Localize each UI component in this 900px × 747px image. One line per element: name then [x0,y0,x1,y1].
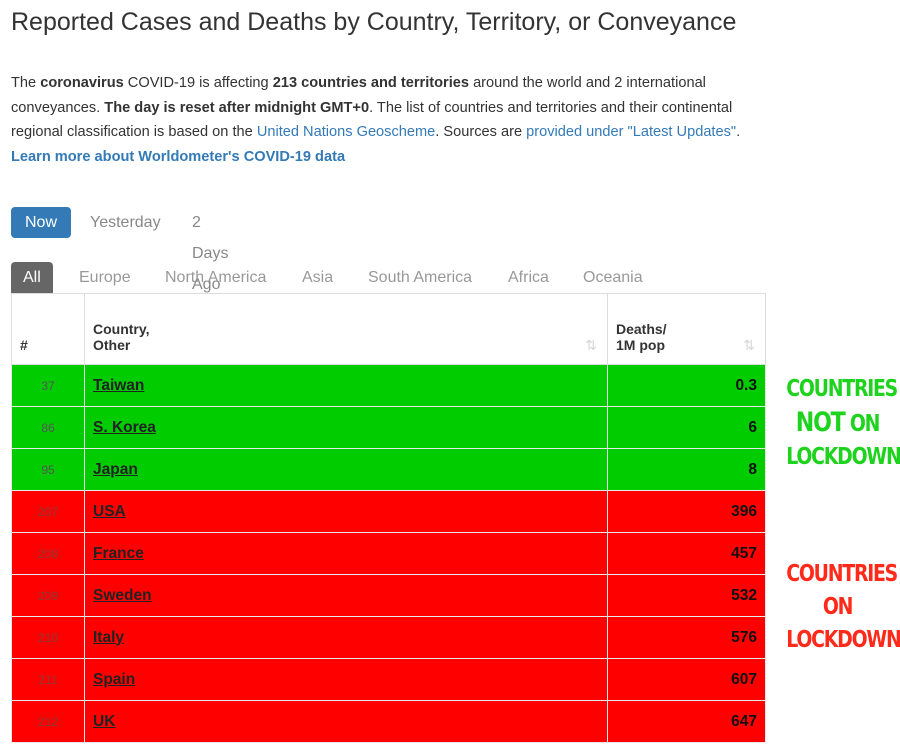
page-title: Reported Cases and Deaths by Country, Te… [11,8,737,36]
rank-cell: 211 [11,658,85,701]
table-row: 37 Taiwan 0.3 [11,364,766,407]
table-row: 211 Spain 607 [11,658,766,701]
country-link[interactable]: USA [93,502,126,520]
intro-bold-2: 213 countries and territories [272,75,470,91]
country-cell: Italy [84,616,608,659]
rank-cell: 209 [11,574,85,617]
col-header-deaths-per-million[interactable]: Deaths/ 1M pop ⇅ [607,293,766,365]
geoscheme-link[interactable]: United Nations Geoscheme [256,124,436,140]
country-link[interactable]: Spain [93,670,136,688]
rank-cell: 86 [11,406,85,449]
country-link[interactable]: Sweden [93,586,152,604]
deaths-per-million-cell: 6 [607,406,766,449]
intro-text-3: around the world and 2 international con… [11,75,706,116]
country-cell: Sweden [84,574,608,617]
col-header-country-label-2: Other [93,337,131,353]
annotation-line: ON [822,594,854,620]
sort-icon[interactable]: ⇅ [743,337,755,353]
tab-north-america[interactable]: North America [165,269,267,286]
rank-cell: 212 [11,700,85,743]
tab-asia[interactable]: Asia [302,269,334,286]
tab-europe[interactable]: Europe [79,269,131,286]
annotation-line: NOT ON [786,406,889,441]
intro-text-5: . Sources are [435,124,527,140]
col-header-rank[interactable]: # [11,293,85,365]
learn-more-link[interactable]: Learn more about Worldometer's COVID-19 … [11,148,346,165]
intro-text: The coronavirus COVID-19 is affecting 21… [11,71,771,169]
tab-africa[interactable]: Africa [508,269,549,286]
table-row: 209 Sweden 532 [11,574,766,617]
col-header-deaths-label-1: Deaths/ [616,321,667,337]
tab-all[interactable]: All [11,262,53,294]
deaths-per-million-cell: 396 [607,490,766,533]
deaths-per-million-cell: 532 [607,574,766,617]
col-header-country[interactable]: Country, Other ⇅ [84,293,608,365]
annotation-text: ON [844,411,881,437]
table-row: 207 USA 396 [11,490,766,533]
intro-text-4: . The list of countries and territories … [11,99,733,141]
country-cell: UK [84,700,608,743]
country-link[interactable]: UK [93,712,116,730]
annotation-on-lockdown: COUNTRIES ON LOCKDOWN [786,558,900,657]
deaths-per-million-cell: 8 [607,448,766,491]
country-link[interactable]: Japan [93,460,138,478]
sort-icon[interactable]: ⇅ [585,337,597,353]
table-row: 86 S. Korea 6 [11,406,766,449]
country-link[interactable]: S. Korea [93,418,156,436]
country-cell: France [84,532,608,575]
deaths-per-million-cell: 0.3 [607,364,766,407]
region-tabs: All Europe North America Asia South Amer… [11,262,765,294]
country-link[interactable]: France [93,544,144,562]
deaths-per-million-cell: 576 [607,616,766,659]
latest-updates-link[interactable]: provided under "Latest Updates" [526,124,737,140]
country-link[interactable]: Italy [93,628,125,646]
table-row: 95 Japan 8 [11,448,766,491]
annotation-line: LOCKDOWN [786,444,900,470]
rank-cell: 210 [11,616,85,659]
intro-text-1: The [11,75,41,91]
country-cell: USA [84,490,608,533]
intro-text-6: . [736,124,741,140]
intro-text-2: COVID-19 is affecting [123,75,273,91]
country-cell: Taiwan [84,364,608,407]
deaths-per-million-cell: 457 [607,532,766,575]
tab-south-america[interactable]: South America [368,269,473,286]
tab-now[interactable]: Now [11,207,72,238]
rank-cell: 208 [11,532,85,575]
deaths-per-million-cell: 647 [607,700,766,743]
country-cell: S. Korea [84,406,608,449]
col-header-rank-label: # [20,337,28,353]
deaths-per-million-cell: 607 [607,658,766,701]
col-header-country-label-1: Country, [93,321,150,337]
table-header-row: # Country, Other ⇅ Deaths/ 1M pop ⇅ [11,293,766,365]
tab-2-days-ago[interactable]: 2 Days Ago [192,214,229,293]
country-cell: Japan [84,448,608,491]
annotation-line: COUNTRIES [786,376,898,402]
country-cell: Spain [84,658,608,701]
annotation-line: LOCKDOWN [786,627,900,653]
intro-bold-1: coronavirus [40,75,124,91]
country-link[interactable]: Taiwan [93,376,145,394]
rank-cell: 95 [11,448,85,491]
intro-bold-3: The day is reset after midnight GMT+0 [104,99,370,116]
annotation-line: COUNTRIES [786,561,898,587]
tab-yesterday[interactable]: Yesterday [90,214,161,231]
annotation-not-on-lockdown: COUNTRIES NOT ON LOCKDOWN [786,373,900,474]
rank-cell: 207 [11,490,85,533]
annotation-emphasis: NOT [795,407,846,438]
table-row: 208 France 457 [11,532,766,575]
tab-oceania[interactable]: Oceania [583,269,643,286]
table-row: 210 Italy 576 [11,616,766,659]
cases-table: # Country, Other ⇅ Deaths/ 1M pop ⇅ 37 Ta… [11,293,766,743]
table-row: 212 UK 647 [11,700,766,743]
col-header-deaths-label-2: 1M pop [616,337,665,353]
rank-cell: 37 [11,364,85,407]
